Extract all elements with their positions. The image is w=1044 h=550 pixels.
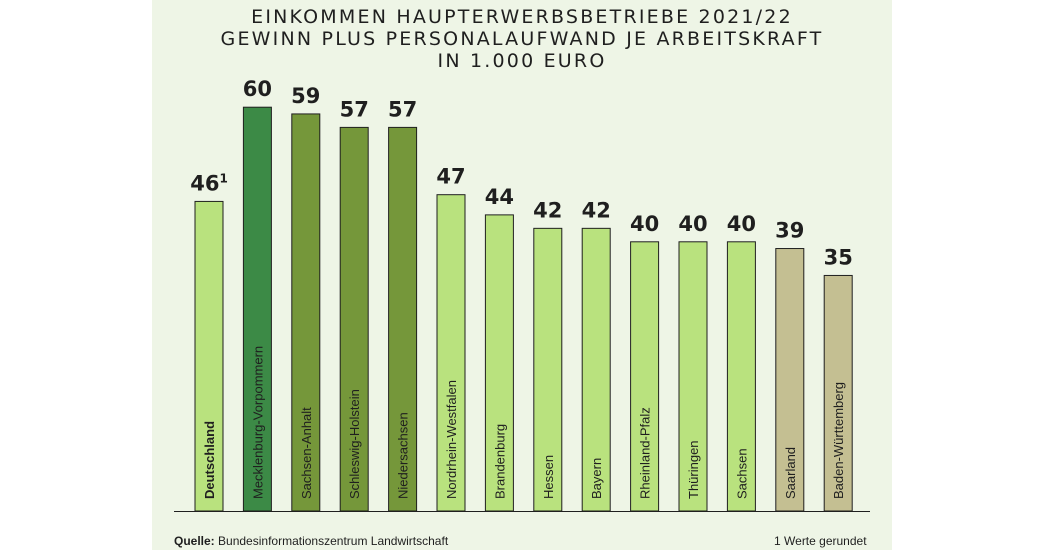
bar-schleswig-holstein [339, 126, 369, 512]
category-label: Saarland [783, 447, 798, 499]
bar-sachsen [726, 241, 756, 512]
value-label: 42 [582, 198, 611, 222]
footnote: 1 Werte gerundet [774, 534, 867, 548]
category-label: Sachsen [734, 448, 749, 499]
value-label: 40 [678, 212, 707, 236]
chart-title: EINKOMMEN HAUPTERWERBSBETRIEBE 2021/22 [251, 6, 793, 28]
source-text: Bundesinformationszentrum Landwirtschaft [218, 534, 449, 548]
bar-nordrhein-westfalen [436, 194, 466, 512]
category-label: Bayern [589, 458, 604, 499]
value-label: 39 [775, 219, 804, 243]
value-label: 44 [485, 185, 514, 209]
value-label: 59 [291, 84, 320, 108]
value-label: 461 [190, 171, 228, 195]
source-label: Quelle: [174, 534, 215, 548]
category-label: Brandenburg [492, 424, 507, 499]
bar-hessen [533, 227, 563, 512]
bar-chart: 461 Deutschland 60 Mecklenburg-Vorpommern 59… [174, 77, 870, 512]
source-note: Quelle: Bundesinformationszentrum Landwi… [174, 534, 448, 548]
value-label: 60 [243, 77, 272, 101]
category-label: Mecklenburg-Vorpommern [250, 346, 265, 499]
value-label: 57 [388, 97, 417, 121]
value-label: 42 [533, 198, 562, 222]
bar-niedersachsen [388, 126, 418, 512]
bar-rheinland-pfalz [630, 241, 660, 512]
bar-bayern [581, 227, 611, 512]
category-label: Hessen [541, 455, 556, 499]
chart-canvas: EINKOMMEN HAUPTERWERBSBETRIEBE 2021/22 G… [152, 0, 892, 550]
category-label: Niedersachsen [396, 412, 411, 499]
chart-subtitle-line-2: IN 1.000 EURO [437, 50, 607, 72]
category-label: Thüringen [686, 440, 701, 499]
category-label: Schleswig-Holstein [347, 389, 362, 499]
bar-thüringen [678, 241, 708, 512]
footnote-marker: 1 [774, 534, 781, 548]
value-label: 40 [727, 212, 756, 236]
value-label: 40 [630, 212, 659, 236]
bar-sachsen-anhalt [291, 113, 321, 512]
bar-saarland [775, 248, 805, 512]
bar-deutschland [194, 200, 224, 512]
category-label: Deutschland [202, 421, 217, 499]
value-label: 47 [436, 165, 465, 189]
footnote-text: Werte gerundet [784, 534, 867, 548]
category-label: Rheinland-Pfalz [638, 407, 653, 499]
bar-brandenburg [484, 214, 514, 512]
category-label: Baden-Württemberg [831, 382, 846, 499]
chart-subtitle-line-1: GEWINN PLUS PERSONALAUFWAND JE ARBEITSKR… [220, 28, 824, 50]
value-label: 35 [824, 245, 853, 269]
bar-baden-württemberg [823, 274, 853, 512]
category-label: Nordrhein-Westfalen [444, 380, 459, 499]
category-label: Sachsen-Anhalt [299, 407, 314, 499]
value-label: 57 [340, 97, 369, 121]
